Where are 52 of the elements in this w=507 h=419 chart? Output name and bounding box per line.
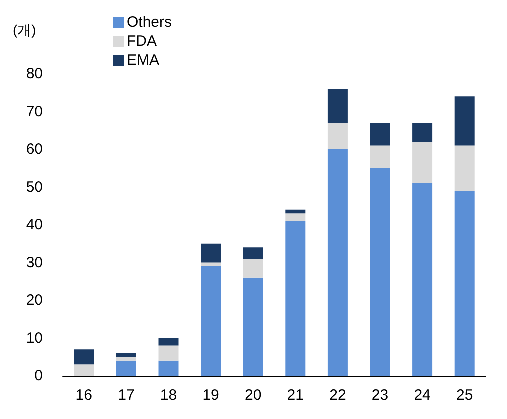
y-tick-label: 0: [34, 368, 43, 384]
bar: [243, 258, 264, 278]
bar: [286, 221, 306, 376]
bar: [201, 266, 222, 376]
bar: [328, 89, 348, 124]
legend-label: EMA: [127, 52, 160, 69]
bar: [158, 338, 179, 346]
bar: [158, 346, 179, 361]
bar: [286, 210, 306, 214]
y-tick-label: 40: [26, 216, 43, 234]
bar: [286, 214, 306, 222]
bar: [201, 262, 222, 267]
bar: [243, 248, 264, 259]
x-tick-label: 18: [160, 387, 178, 404]
bar: [243, 278, 264, 376]
y-tick-label: 20: [26, 292, 43, 309]
bar: [328, 123, 348, 150]
x-tick-label: 25: [456, 387, 474, 404]
y-tick-label: 50: [26, 178, 43, 196]
x-tick-label: 16: [76, 387, 92, 404]
bar: [201, 244, 222, 263]
bar: [454, 96, 475, 146]
bar: [74, 350, 94, 365]
bar: [454, 146, 475, 192]
y-tick-label: 10: [26, 330, 43, 347]
x-tick-label: 21: [287, 387, 304, 404]
x-tick-label: 17: [118, 387, 135, 404]
y-tick-label: 80: [26, 66, 43, 82]
y-axis-title: (개): [13, 22, 36, 38]
legend-label: Others: [127, 14, 172, 31]
bar: [116, 360, 136, 376]
bar: [328, 150, 348, 376]
bar: [370, 168, 390, 376]
x-tick-label: 23: [372, 387, 389, 404]
bar: [412, 123, 433, 142]
y-tick-label: 30: [26, 254, 43, 272]
bar: [412, 183, 433, 376]
y-tick-label: 60: [26, 141, 43, 158]
legend-label: FDA: [127, 33, 157, 50]
x-tick-label: 22: [330, 387, 346, 404]
bar: [116, 353, 136, 358]
bar: [158, 360, 179, 376]
bar: [454, 191, 475, 376]
bar: [370, 146, 390, 168]
bar: [74, 364, 94, 376]
x-tick-label: 20: [245, 387, 262, 404]
bar: [412, 142, 433, 184]
bar: [116, 357, 136, 361]
bar: [370, 123, 390, 146]
y-tick-label: 70: [26, 103, 43, 120]
x-tick-label: 24: [414, 387, 431, 404]
x-tick-label: 19: [202, 387, 220, 404]
